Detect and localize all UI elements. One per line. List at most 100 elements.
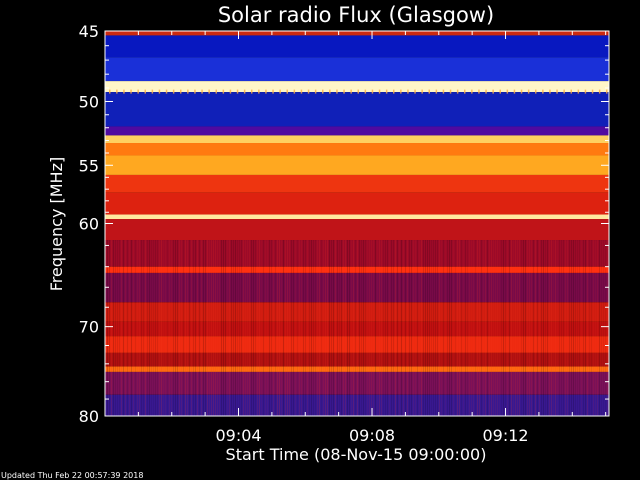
noise-streak — [175, 240, 176, 416]
noise-streak — [499, 240, 500, 416]
noise-dot — [286, 89, 288, 94]
noise-streak — [359, 240, 360, 416]
noise-streak — [593, 240, 594, 416]
noise-streak — [121, 240, 122, 416]
frequency-band-19 — [105, 352, 609, 367]
noise-streak — [165, 240, 166, 416]
noise-streak — [169, 240, 170, 416]
noise-streak — [245, 240, 246, 416]
noise-streak — [217, 240, 218, 416]
noise-streak — [509, 240, 510, 416]
noise-streak — [113, 240, 114, 416]
noise-streak — [179, 240, 180, 416]
noise-streak — [585, 240, 586, 416]
noise-streak — [281, 240, 282, 416]
noise-streak — [151, 240, 152, 416]
noise-streak — [221, 240, 222, 416]
noise-streak — [129, 240, 130, 416]
noise-streak — [117, 240, 118, 416]
noise-dot — [542, 89, 544, 94]
noise-streak — [259, 240, 260, 416]
noise-dot — [535, 89, 537, 94]
noise-streak — [271, 240, 272, 416]
noise-dot — [187, 89, 189, 94]
frequency-band-2 — [105, 57, 609, 82]
noise-dot — [520, 89, 523, 94]
noise-streak — [437, 240, 438, 416]
noise-dot — [378, 89, 381, 94]
noise-streak — [125, 240, 126, 416]
noise-streak — [455, 240, 456, 416]
noise-streak — [133, 240, 134, 416]
noise-streak — [423, 240, 424, 416]
noise-streak — [521, 240, 522, 416]
noise-streak — [461, 240, 462, 416]
noise-streak — [403, 240, 404, 416]
noise-dot — [513, 89, 516, 94]
noise-streak — [261, 240, 262, 416]
noise-streak — [409, 240, 410, 416]
noise-streak — [327, 240, 328, 416]
noise-dot — [144, 89, 146, 94]
noise-streak — [205, 240, 206, 416]
noise-dot — [577, 89, 580, 94]
noise-streak — [573, 240, 574, 416]
noise-streak — [491, 240, 492, 416]
noise-streak — [311, 240, 312, 416]
noise-streak — [273, 240, 274, 416]
noise-streak — [579, 240, 580, 416]
noise-streak — [119, 240, 120, 416]
noise-dot — [428, 89, 430, 94]
x-axis-label: Start Time (08-Nov-15 09:00:00) — [226, 445, 487, 464]
frequency-band-4 — [105, 92, 609, 127]
noise-streak — [489, 240, 490, 416]
noise-dot — [300, 89, 303, 94]
frequency-band-8 — [105, 155, 609, 175]
noise-streak — [225, 240, 226, 416]
noise-streak — [285, 240, 286, 416]
noise-dot — [314, 89, 317, 94]
noise-streak — [599, 240, 600, 416]
y-tick-label: 50 — [79, 93, 99, 112]
noise-streak — [443, 240, 444, 416]
frequency-band-17 — [105, 321, 609, 337]
noise-streak — [145, 240, 146, 416]
noise-streak — [469, 240, 470, 416]
noise-streak — [183, 240, 184, 416]
noise-streak — [263, 240, 264, 416]
noise-streak — [239, 240, 240, 416]
noise-streak — [147, 240, 148, 416]
noise-streak — [523, 240, 524, 416]
noise-streak — [265, 240, 266, 416]
noise-streak — [535, 240, 536, 416]
noise-streak — [199, 240, 200, 416]
noise-streak — [361, 240, 362, 416]
noise-streak — [253, 240, 254, 416]
noise-streak — [589, 240, 590, 416]
noise-streak — [475, 240, 476, 416]
frequency-bands — [105, 31, 609, 416]
frequency-band-0 — [105, 31, 609, 36]
noise-streak — [155, 240, 156, 416]
noise-dot — [449, 89, 452, 94]
noise-streak — [373, 240, 374, 416]
noise-streak — [415, 240, 416, 416]
noise-streak — [159, 240, 160, 416]
noise-streak — [549, 240, 550, 416]
noise-streak — [393, 240, 394, 416]
noise-streak — [545, 240, 546, 416]
noise-dot — [329, 89, 331, 94]
y-tick-label: 55 — [79, 156, 99, 175]
noise-streak — [319, 240, 320, 416]
noise-streak — [501, 240, 502, 416]
noise-streak — [115, 240, 116, 416]
noise-streak — [595, 240, 596, 416]
noise-streak — [481, 240, 482, 416]
noise-dot — [343, 89, 345, 94]
noise-streak — [449, 240, 450, 416]
noise-streak — [337, 240, 338, 416]
y-tick-label: 45 — [79, 22, 99, 41]
x-tick-label: 09:04 — [215, 426, 261, 445]
noise-streak — [487, 240, 488, 416]
noise-streak — [355, 240, 356, 416]
